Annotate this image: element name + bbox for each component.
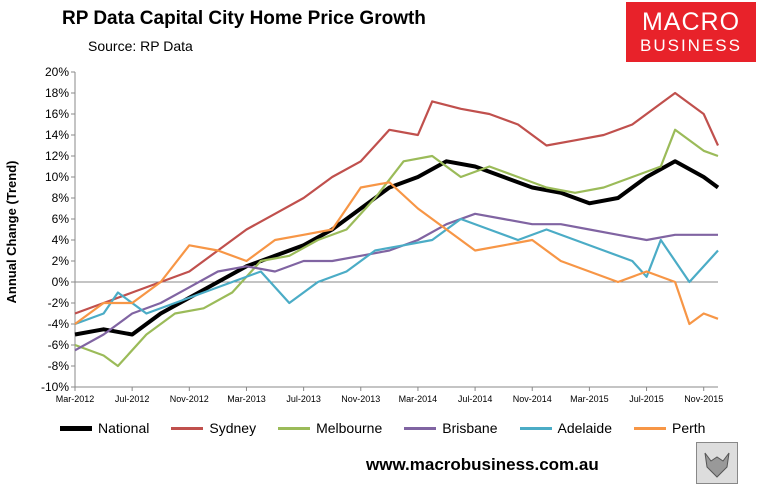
x-tick-label: Nov-2012 (170, 394, 209, 404)
wolf-logo-icon (696, 442, 738, 484)
chart-title: RP Data Capital City Home Price Growth (62, 8, 426, 29)
x-tick-label: Mar-2013 (227, 394, 266, 404)
logo-line-1: MACRO (641, 8, 741, 36)
legend-label: Brisbane (442, 420, 498, 436)
line-chart: -10% -8% -6% -4% -2% 0% 2% 4% 6% 8% 10% 12% 14% 16% 18… (41, 65, 723, 404)
y-tick-label: 20% (45, 65, 69, 79)
x-tick-label: Nov-2014 (513, 394, 552, 404)
y-tick-label: 12% (45, 149, 69, 163)
y-tick-label: 0% (52, 275, 70, 289)
y-tick-label: 18% (45, 86, 69, 100)
y-tick-label: -8% (48, 359, 70, 373)
legend-swatch (404, 426, 437, 430)
legend-item-perth: Perth (634, 420, 705, 436)
logo-line-2: BUSINESS (640, 36, 742, 55)
series-line-melbourne (74, 128, 719, 368)
legend-item-national: National (60, 420, 149, 436)
legend-label: Adelaide (557, 420, 613, 436)
x-tick-label: Jul-2014 (458, 394, 493, 404)
legend-label: National (98, 420, 150, 436)
chart-legend: National Sydney Melbourne Brisbane Adelaide P… (60, 420, 740, 436)
y-tick-label: -10% (41, 380, 69, 394)
legend-label: Perth (672, 420, 706, 436)
x-tick-label: Mar-2014 (399, 394, 438, 404)
y-tick-label: -6% (48, 338, 70, 352)
series-line-sydney (74, 91, 720, 315)
x-tick-label: Jul-2012 (115, 394, 150, 404)
macrobusiness-logo: MACRO BUSINESS (626, 2, 756, 62)
legend-item-brisbane: Brisbane (404, 420, 498, 436)
legend-item-adelaide: Adelaide (519, 420, 613, 436)
y-tick-label: 8% (52, 191, 70, 205)
x-tick-label: Nov-2015 (684, 394, 723, 404)
y-tick-label: -4% (48, 317, 70, 331)
legend-label: Sydney (209, 420, 257, 436)
x-tick-label: Mar-2012 (56, 394, 95, 404)
legend-label: Melbourne (316, 420, 383, 436)
x-tick-label: Nov-2013 (341, 394, 380, 404)
legend-item-sydney: Sydney (171, 420, 256, 436)
legend-swatch (60, 425, 92, 431)
x-tick-label: Jul-2013 (286, 394, 321, 404)
legend-swatch (634, 426, 666, 430)
footer-url: www.macrobusiness.com.au (366, 455, 599, 474)
y-tick-label: 14% (45, 128, 69, 142)
legend-item-melbourne: Melbourne (278, 420, 382, 436)
y-tick-label: 2% (52, 254, 70, 268)
x-tick-label: Mar-2015 (570, 394, 609, 404)
chart-source: Source: RP Data (88, 38, 193, 54)
series-line-adelaide (74, 217, 719, 326)
legend-swatch (171, 426, 204, 430)
y-tick-label: 4% (52, 233, 70, 247)
y-tick-label: 16% (45, 107, 69, 121)
x-tick-label: Jul-2015 (629, 394, 664, 404)
series-line-perth (74, 181, 719, 326)
y-tick-label: 6% (52, 212, 70, 226)
y-tick-label: 10% (45, 170, 69, 184)
y-tick-label: -2% (48, 296, 70, 310)
legend-swatch (519, 426, 552, 430)
legend-swatch (278, 426, 311, 430)
